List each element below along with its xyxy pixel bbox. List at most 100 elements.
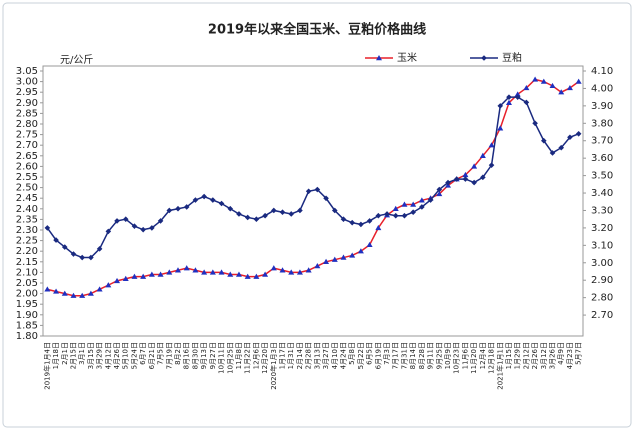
point — [462, 171, 469, 178]
point — [340, 216, 347, 222]
point — [340, 254, 347, 260]
x-tick-label: 1月31日 — [287, 342, 295, 369]
point — [349, 252, 356, 258]
point — [549, 150, 556, 156]
x-tick-label: 8月28日 — [418, 342, 426, 369]
point — [61, 290, 68, 296]
plot-frame — [42, 65, 584, 337]
point — [480, 174, 486, 181]
point — [462, 176, 469, 182]
y2-tick-label: 3.30 — [591, 205, 613, 216]
point — [244, 273, 251, 279]
point — [210, 197, 216, 203]
chart-title: 2019年以来全国玉米、豆粕价格曲线 — [208, 22, 426, 38]
point — [96, 246, 103, 252]
x-tick-label: 4月10日 — [331, 342, 339, 369]
point — [297, 207, 303, 214]
x-tick-label: 2020年1月3日 — [269, 342, 278, 390]
x-tick-label: 5月22日 — [357, 342, 365, 369]
point — [157, 218, 164, 224]
point — [279, 267, 286, 273]
point — [566, 84, 573, 91]
point — [218, 200, 225, 207]
y2-tick-label: 3.50 — [591, 171, 613, 182]
y2-tick-label: 3.80 — [591, 118, 613, 129]
point — [70, 251, 77, 257]
point — [357, 248, 364, 254]
y2-tick-label: 2.80 — [591, 293, 613, 304]
x-tick-label: 3月26日 — [549, 342, 557, 369]
point — [114, 218, 120, 224]
point — [209, 269, 216, 275]
x-tick-label: 3月12日 — [540, 342, 548, 369]
x-tick-label: 6月7日 — [139, 342, 147, 365]
x-tick-label: 1月29日 — [514, 342, 522, 369]
point — [488, 162, 495, 168]
x-tick-label: 3月1日 — [78, 342, 86, 365]
y-tick-label: 2.30 — [16, 225, 38, 236]
point — [87, 290, 94, 296]
point — [479, 152, 486, 158]
x-tick-label: 6月19日 — [374, 342, 382, 369]
x-tick-label: 2019年1月4日 — [42, 342, 51, 390]
point — [419, 204, 425, 210]
x-tick-label: 7月17日 — [392, 342, 400, 369]
y2-tick-label: 3.40 — [591, 188, 613, 199]
point — [323, 195, 329, 202]
y2-tick-label: 3.90 — [591, 101, 613, 112]
x-tick-label: 10月25日 — [226, 342, 234, 374]
x-tick-label: 5月24日 — [130, 342, 138, 369]
point — [401, 212, 408, 219]
point — [44, 225, 51, 231]
point — [497, 103, 504, 109]
point — [270, 265, 277, 271]
point — [549, 82, 556, 89]
point — [183, 204, 190, 210]
x-tick-label: 12月6日 — [252, 342, 260, 369]
y2-tick-label: 2.70 — [591, 310, 613, 321]
point — [175, 205, 181, 212]
y-tick-label: 2.85 — [16, 108, 38, 119]
legend-label: 玉米 — [397, 51, 417, 64]
point — [88, 254, 94, 261]
x-tick-label: 7月31日 — [400, 342, 408, 369]
x-tick-label: 11月22日 — [244, 342, 252, 374]
point — [201, 269, 208, 275]
x-tick-label: 2月14日 — [296, 342, 304, 369]
point — [436, 186, 443, 193]
x-tick-label: 1月18日 — [52, 342, 60, 369]
x-tick-label: 1月15日 — [505, 342, 513, 369]
point — [323, 258, 330, 264]
x-tick-label: 12月18日 — [488, 342, 496, 374]
point — [253, 273, 260, 279]
x-tick-label: 6月21日 — [148, 342, 156, 369]
x-tick-label: 6月5日 — [366, 342, 374, 365]
x-tick-label: 12月4日 — [479, 342, 487, 369]
x-tick-label: 9月11日 — [427, 342, 435, 369]
point — [70, 292, 77, 298]
point — [401, 201, 408, 207]
point — [514, 94, 521, 100]
point — [532, 120, 538, 127]
x-tick-label: 8月16日 — [183, 342, 191, 369]
point — [349, 219, 355, 226]
legend-marker — [376, 55, 382, 61]
x-tick-label: 2月28日 — [305, 342, 313, 369]
point — [375, 224, 382, 231]
x-tick-label: 11月8日 — [235, 342, 243, 369]
point — [331, 256, 338, 262]
y2-tick-label: 2.90 — [591, 275, 613, 286]
y-tick-label: 3.00 — [16, 77, 38, 88]
x-tick-label: 4月24日 — [339, 342, 347, 369]
y-tick-label: 2.80 — [16, 119, 38, 130]
point — [279, 209, 286, 216]
point — [271, 207, 277, 214]
y2-tick-label: 3.70 — [591, 136, 613, 147]
point — [375, 212, 382, 219]
y2-tick-label: 3.60 — [591, 153, 613, 164]
x-tick-label: 10月23日 — [453, 342, 461, 374]
x-tick-label: 8月30日 — [191, 342, 199, 369]
point — [575, 78, 582, 84]
